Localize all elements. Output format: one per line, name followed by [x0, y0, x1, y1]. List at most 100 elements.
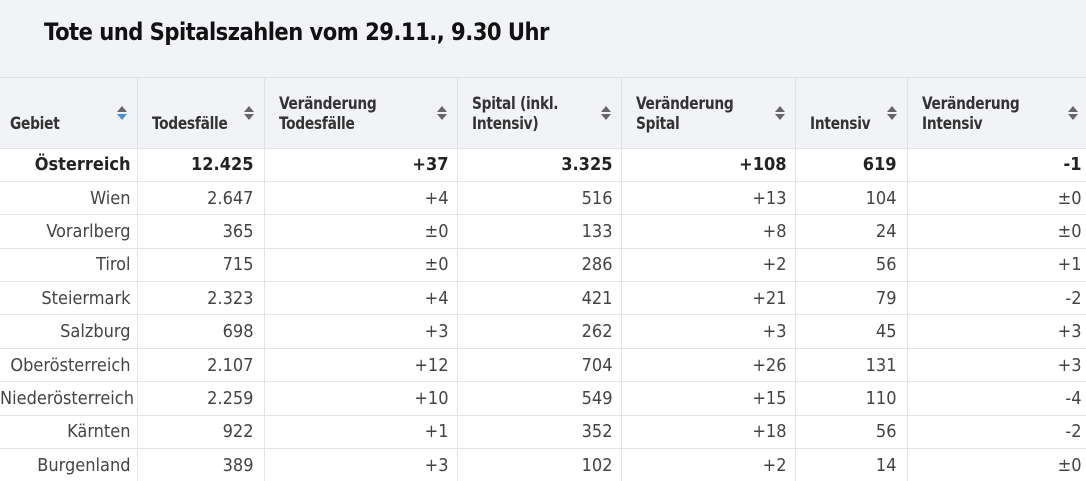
sort-down-arrow-icon	[600, 113, 611, 120]
sort-icon[interactable]	[116, 105, 127, 120]
table-row: Burgenland 389 +3 102 +2 14 ±0	[0, 448, 1086, 481]
cell-spital: 286	[457, 248, 622, 283]
cell-veraenderung-intensiv: ±0	[907, 214, 1086, 249]
sort-icon[interactable]	[600, 105, 611, 120]
cell-intensiv: 45	[795, 314, 908, 349]
column-header-label: Veränderung Todesfälle	[278, 93, 377, 134]
column-header-label: Spital (inkl. Intensiv)	[471, 93, 559, 134]
cell-todesfaelle: 2.259	[137, 381, 265, 416]
cell-veraenderung-intensiv: -2	[907, 415, 1086, 450]
cell-gebiet: Wien	[0, 181, 138, 216]
column-header-label: Gebiet	[10, 113, 60, 134]
sort-icon[interactable]	[774, 105, 785, 120]
cell-veraenderung-spital: +2	[621, 248, 796, 283]
cell-veraenderung-spital: +18	[621, 415, 796, 450]
cell-veraenderung-intensiv: ±0	[907, 181, 1086, 216]
table-row: Kärnten 922 +1 352 +18 56 -2	[0, 415, 1086, 450]
sort-icon[interactable]	[243, 105, 254, 120]
sort-up-arrow-icon	[243, 105, 254, 112]
cell-gebiet: Österreich	[0, 148, 138, 182]
cell-todesfaelle: 922	[137, 415, 265, 450]
cell-spital: 421	[457, 281, 622, 316]
title-bar: Tote und Spitalszahlen vom 29.11., 9.30 …	[0, 0, 1086, 78]
column-header-todesfaelle[interactable]: Todesfälle	[137, 78, 265, 149]
header-row: Gebiet Todesfälle Veränderung Todesfälle Spi…	[0, 78, 1086, 149]
column-header-spital[interactable]: Spital (inkl. Intensiv)	[457, 78, 622, 149]
column-header-gebiet[interactable]: Gebiet	[0, 78, 138, 149]
cell-gebiet: Oberösterreich	[0, 348, 138, 383]
cell-todesfaelle: 698	[137, 314, 265, 349]
cell-veraenderung-todesfaelle: +4	[264, 281, 458, 316]
table-body: Österreich 12.425 +37 3.325 +108 619 -1 Wien 2.6…	[0, 148, 1086, 481]
cell-gebiet: Salzburg	[0, 314, 138, 349]
cell-veraenderung-intensiv: +1	[907, 248, 1086, 283]
cell-todesfaelle: 365	[137, 214, 265, 249]
cell-veraenderung-todesfaelle: ±0	[264, 248, 458, 283]
cell-gebiet: Burgenland	[0, 448, 138, 481]
sort-icon[interactable]	[886, 105, 897, 120]
cell-veraenderung-spital: +3	[621, 314, 796, 349]
column-header-label: Veränderung Intensiv	[921, 93, 1020, 134]
cell-veraenderung-intensiv: -1	[907, 148, 1086, 182]
sort-down-arrow-icon	[1067, 113, 1078, 120]
table-title: Tote und Spitalszahlen vom 29.11., 9.30 …	[44, 18, 549, 46]
cell-spital: 704	[457, 348, 622, 383]
cell-spital: 3.325	[457, 148, 622, 182]
cell-veraenderung-intensiv: +3	[907, 348, 1086, 383]
table-row: Niederösterreich 2.259 +10 549 +15 110 -4	[0, 381, 1086, 416]
column-header-veraenderung-todesfaelle[interactable]: Veränderung Todesfälle	[264, 78, 458, 149]
cell-todesfaelle: 12.425	[137, 148, 265, 182]
cell-todesfaelle: 2.323	[137, 281, 265, 316]
cell-veraenderung-spital: +26	[621, 348, 796, 383]
sort-up-arrow-icon	[116, 105, 127, 112]
cell-veraenderung-todesfaelle: +10	[264, 381, 458, 416]
sort-up-arrow-icon	[1067, 105, 1078, 112]
data-table: Gebiet Todesfälle Veränderung Todesfälle Spi…	[0, 78, 1086, 481]
cell-veraenderung-intensiv: -4	[907, 381, 1086, 416]
cell-spital: 262	[457, 314, 622, 349]
cell-intensiv: 104	[795, 181, 908, 216]
cell-intensiv: 110	[795, 381, 908, 416]
column-header-veraenderung-spital[interactable]: Veränderung Spital	[621, 78, 796, 149]
table-row: Wien 2.647 +4 516 +13 104 ±0	[0, 181, 1086, 216]
cell-spital: 352	[457, 415, 622, 450]
cell-spital: 133	[457, 214, 622, 249]
cell-spital: 516	[457, 181, 622, 216]
sort-icon[interactable]	[1067, 105, 1078, 120]
sort-icon[interactable]	[436, 105, 447, 120]
sort-up-arrow-icon	[774, 105, 785, 112]
cell-veraenderung-todesfaelle: ±0	[264, 214, 458, 249]
cell-gebiet: Niederösterreich	[0, 381, 138, 416]
cell-veraenderung-spital: +15	[621, 381, 796, 416]
cell-gebiet: Kärnten	[0, 415, 138, 450]
cell-intensiv: 79	[795, 281, 908, 316]
cell-todesfaelle: 389	[137, 448, 265, 481]
cell-intensiv: 619	[795, 148, 908, 182]
cell-veraenderung-todesfaelle: +4	[264, 181, 458, 216]
sort-down-arrow-icon	[116, 113, 127, 120]
sort-down-arrow-icon	[243, 113, 254, 120]
cell-intensiv: 56	[795, 248, 908, 283]
column-header-intensiv[interactable]: Intensiv	[795, 78, 908, 149]
column-header-label: Veränderung Spital	[635, 93, 734, 134]
cell-veraenderung-spital: +2	[621, 448, 796, 481]
table-row: Österreich 12.425 +37 3.325 +108 619 -1	[0, 148, 1086, 182]
sort-up-arrow-icon	[600, 105, 611, 112]
column-header-label: Intensiv	[809, 113, 871, 134]
cell-intensiv: 24	[795, 214, 908, 249]
cell-todesfaelle: 715	[137, 248, 265, 283]
cell-intensiv: 14	[795, 448, 908, 481]
sort-down-arrow-icon	[886, 113, 897, 120]
table-row: Vorarlberg 365 ±0 133 +8 24 ±0	[0, 214, 1086, 249]
table-row: Steiermark 2.323 +4 421 +21 79 -2	[0, 281, 1086, 316]
sort-down-arrow-icon	[436, 113, 447, 120]
cell-veraenderung-spital: +13	[621, 181, 796, 216]
cell-intensiv: 56	[795, 415, 908, 450]
column-header-veraenderung-intensiv[interactable]: Veränderung Intensiv	[907, 78, 1086, 149]
cell-veraenderung-todesfaelle: +1	[264, 415, 458, 450]
cell-veraenderung-intensiv: ±0	[907, 448, 1086, 481]
cell-veraenderung-todesfaelle: +3	[264, 448, 458, 481]
cell-veraenderung-todesfaelle: +12	[264, 348, 458, 383]
cell-veraenderung-intensiv: +3	[907, 314, 1086, 349]
cell-todesfaelle: 2.647	[137, 181, 265, 216]
